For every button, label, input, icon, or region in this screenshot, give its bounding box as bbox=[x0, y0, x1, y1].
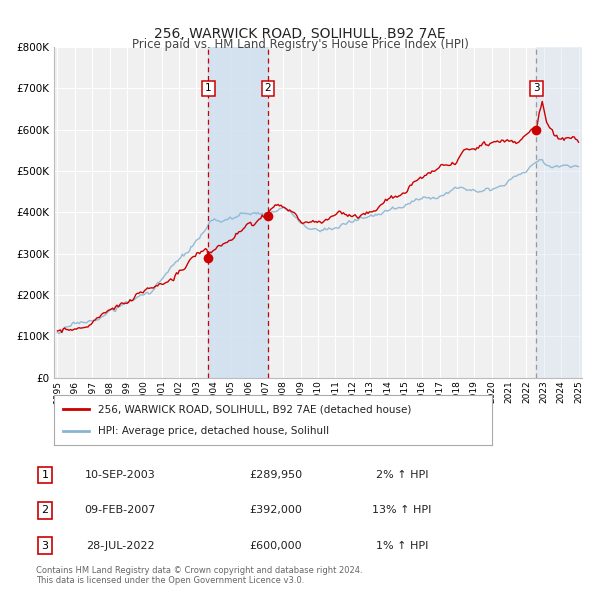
Text: 256, WARWICK ROAD, SOLIHULL, B92 7AE (detached house): 256, WARWICK ROAD, SOLIHULL, B92 7AE (de… bbox=[98, 404, 411, 414]
Text: 2: 2 bbox=[265, 84, 271, 93]
Text: 256, WARWICK ROAD, SOLIHULL, B92 7AE: 256, WARWICK ROAD, SOLIHULL, B92 7AE bbox=[154, 27, 446, 41]
Bar bbox=[208, 47, 268, 378]
Text: 10-SEP-2003: 10-SEP-2003 bbox=[85, 470, 155, 480]
Text: 3: 3 bbox=[41, 541, 49, 550]
Text: Contains HM Land Registry data © Crown copyright and database right 2024.
This d: Contains HM Land Registry data © Crown c… bbox=[36, 566, 362, 585]
Text: 1: 1 bbox=[41, 470, 49, 480]
Text: HPI: Average price, detached house, Solihull: HPI: Average price, detached house, Soli… bbox=[98, 427, 329, 437]
Text: 2% ↑ HPI: 2% ↑ HPI bbox=[376, 470, 428, 480]
Text: 3: 3 bbox=[533, 84, 539, 93]
Text: 1% ↑ HPI: 1% ↑ HPI bbox=[376, 541, 428, 550]
Text: 2: 2 bbox=[41, 506, 49, 515]
Text: 09-FEB-2007: 09-FEB-2007 bbox=[85, 506, 155, 515]
Text: 13% ↑ HPI: 13% ↑ HPI bbox=[373, 506, 431, 515]
Bar bbox=[536, 47, 584, 378]
Text: £600,000: £600,000 bbox=[250, 541, 302, 550]
Text: 1: 1 bbox=[205, 84, 212, 93]
Text: 28-JUL-2022: 28-JUL-2022 bbox=[86, 541, 154, 550]
Text: £392,000: £392,000 bbox=[250, 506, 302, 515]
Text: Price paid vs. HM Land Registry's House Price Index (HPI): Price paid vs. HM Land Registry's House … bbox=[131, 38, 469, 51]
Text: £289,950: £289,950 bbox=[250, 470, 302, 480]
